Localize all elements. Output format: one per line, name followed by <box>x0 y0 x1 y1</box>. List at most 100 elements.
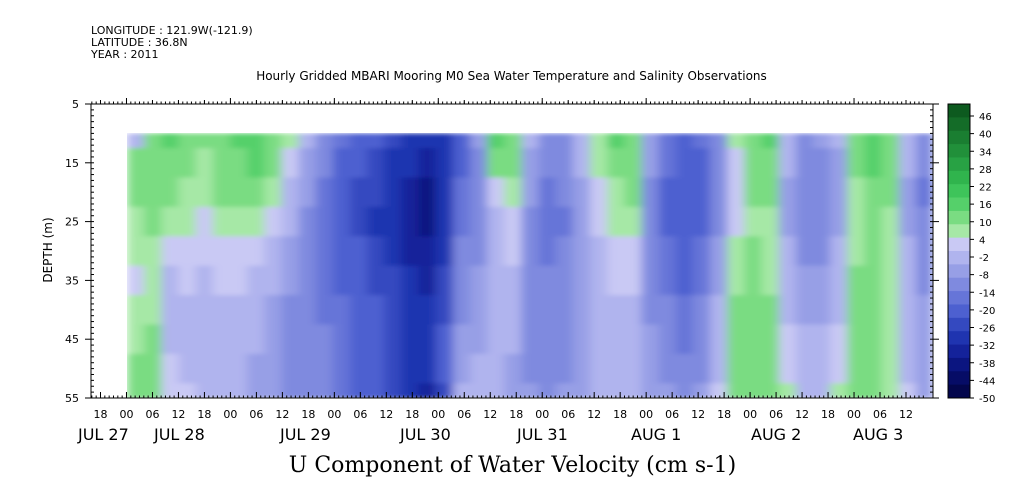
heatmap-cell <box>864 324 883 355</box>
heatmap-cell <box>384 206 402 237</box>
heatmap-cell <box>435 324 454 355</box>
heatmap-cell <box>881 206 900 237</box>
heatmap-cell <box>658 177 677 208</box>
heatmap-cell <box>675 265 694 296</box>
heatmap-cell <box>521 133 540 149</box>
colorbar-segment <box>948 184 970 198</box>
heatmap-cell <box>795 206 814 237</box>
heatmap-cell <box>281 133 300 149</box>
heatmap-cell <box>367 148 385 179</box>
colorbar-segment <box>948 224 970 239</box>
heatmap-cell <box>744 295 763 326</box>
heatmap-cell <box>607 353 625 384</box>
heatmap-cell <box>778 353 797 384</box>
heatmap-cell <box>830 353 848 384</box>
heatmap-cell <box>401 133 420 149</box>
heatmap-cell <box>830 206 848 237</box>
heatmap-cell <box>847 295 866 326</box>
heatmap-cell <box>830 148 848 179</box>
heatmap-cell <box>367 206 385 237</box>
heatmap-cell <box>487 324 505 355</box>
colorbar-label: -14 <box>979 288 995 299</box>
heatmap-cell <box>641 236 660 267</box>
heatmap-cell <box>778 295 797 326</box>
heatmap-cell <box>212 206 231 237</box>
heatmap-cell <box>264 133 282 149</box>
heatmap-cell <box>435 133 454 149</box>
x-date-label: JUL 29 <box>279 425 331 444</box>
heatmap-cell <box>487 148 505 179</box>
heatmap-cell <box>881 265 900 296</box>
heatmap-cell <box>281 236 300 267</box>
heatmap-cell <box>229 265 248 296</box>
heatmap-cell <box>418 265 437 296</box>
heatmap-cell <box>195 353 214 384</box>
colorbar-label: 4 <box>979 235 985 246</box>
colorbar-label: -26 <box>979 324 995 335</box>
heatmap-cell <box>641 206 660 237</box>
x-date-label: JUL 31 <box>516 425 568 444</box>
colorbar-label: -20 <box>979 306 995 317</box>
heatmap-cell <box>761 295 780 326</box>
x-hour-label: 06 <box>561 408 575 421</box>
heatmap-cell <box>692 265 711 296</box>
year-label: YEAR : 2011 <box>91 48 159 61</box>
colorbar-segment <box>948 170 970 185</box>
heatmap-cell <box>298 265 317 296</box>
heatmap-cell <box>144 148 162 179</box>
heatmap-cell <box>247 206 265 237</box>
heatmap-cell <box>572 353 591 384</box>
heatmap-cell <box>830 236 848 267</box>
heatmap-cell <box>710 177 728 208</box>
heatmap-cell <box>555 265 574 296</box>
heatmap-cell <box>830 324 848 355</box>
heatmap-cell <box>247 148 265 179</box>
heatmap-cell <box>590 295 608 326</box>
heatmap-cell <box>675 324 694 355</box>
heatmap-cell <box>127 324 145 355</box>
heatmap-cell <box>692 206 711 237</box>
heatmap-cell <box>641 324 660 355</box>
heatmap-cell <box>572 295 591 326</box>
heatmap-cell <box>778 133 797 149</box>
heatmap-cell <box>692 177 711 208</box>
heatmap-cell <box>195 295 214 326</box>
heatmap-cell <box>384 148 402 179</box>
colorbar-segment <box>948 117 970 132</box>
colorbar-label: -44 <box>979 376 995 387</box>
heatmap-cell <box>418 353 437 384</box>
heatmap-cell <box>898 295 917 326</box>
heatmap-cell <box>195 236 214 267</box>
heatmap-cell <box>555 148 574 179</box>
x-hour-label: 18 <box>197 408 211 421</box>
heatmap-cell <box>487 133 505 149</box>
heatmap-cell <box>898 324 917 355</box>
x-date-label: JUL 27 <box>77 425 129 444</box>
heatmap-cell <box>692 324 711 355</box>
heatmap-cell <box>692 133 711 149</box>
heatmap-cell <box>264 295 282 326</box>
heatmap-cell <box>504 206 523 237</box>
heatmap-cell <box>915 383 933 398</box>
heatmap-cell <box>744 383 763 398</box>
heatmap-cell <box>281 206 300 237</box>
heatmap-cell <box>778 236 797 267</box>
heatmap-cell <box>521 177 540 208</box>
heatmap-cell <box>195 133 214 149</box>
heatmap-cell <box>778 148 797 179</box>
chart-title: Hourly Gridded MBARI Mooring M0 Sea Wate… <box>256 69 767 83</box>
heatmap-cell <box>452 133 471 149</box>
heatmap-cell <box>332 265 351 296</box>
heatmap-cell <box>607 265 625 296</box>
heatmap-cell <box>332 353 351 384</box>
heatmap-cell <box>452 383 471 398</box>
heatmap-cell <box>384 265 402 296</box>
heatmap-cell <box>487 353 505 384</box>
heatmap-cell <box>504 265 523 296</box>
heatmap-cell <box>641 265 660 296</box>
heatmap-cell <box>178 133 197 149</box>
heatmap-cell <box>555 353 574 384</box>
heatmap-cell <box>538 177 557 208</box>
heatmap-cell <box>452 295 471 326</box>
heatmap-cell <box>624 295 643 326</box>
